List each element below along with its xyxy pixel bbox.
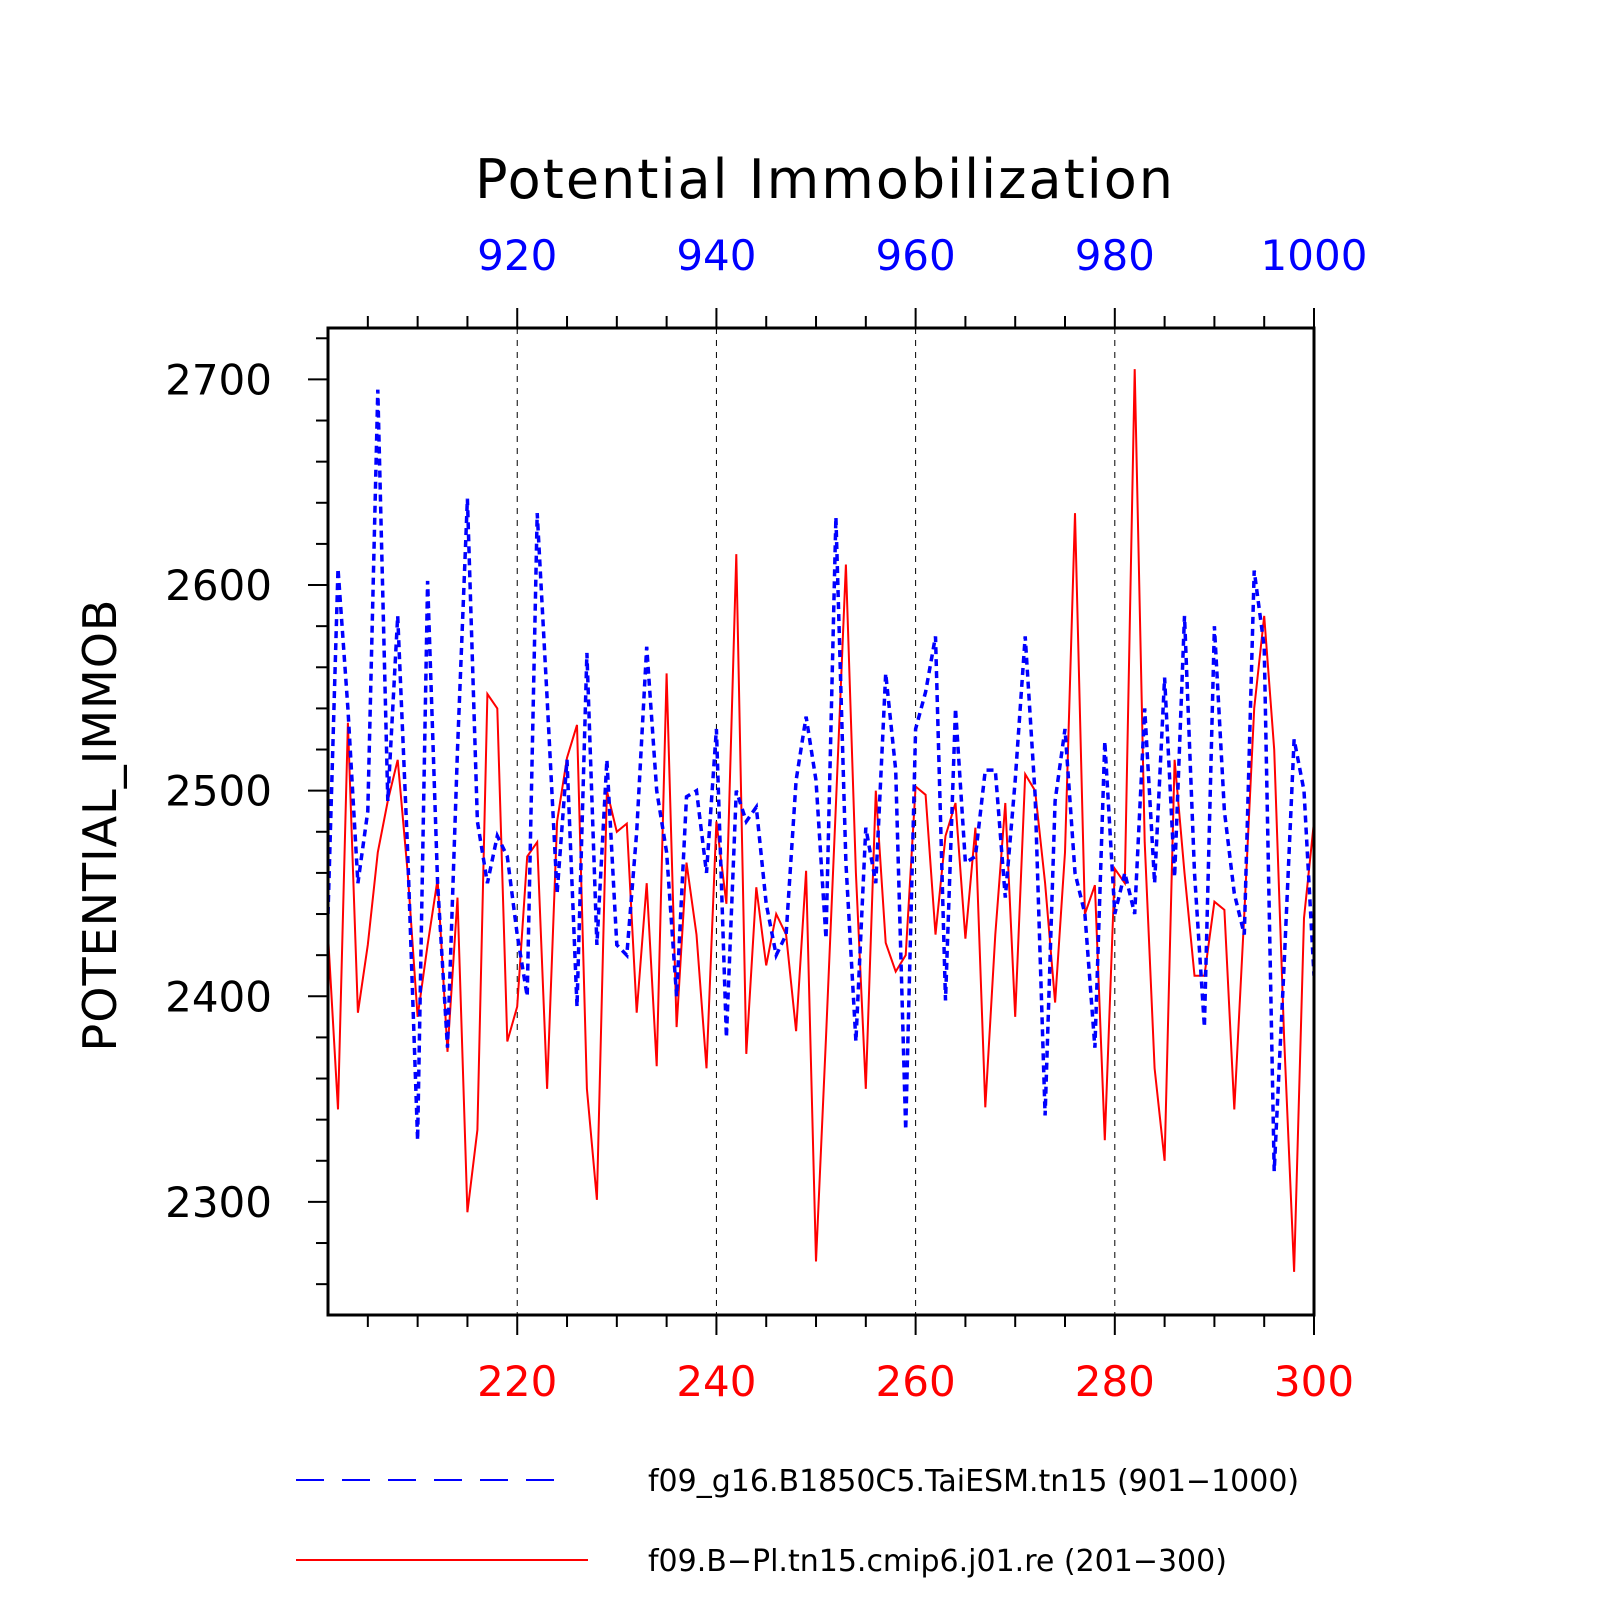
tick-labels: 2300 2400 2500 2600 2700 920 940 960 980 1000 220 2… <box>165 231 1367 1406</box>
x-tick-label-top: 1000 <box>1261 231 1368 280</box>
x-tick-label-top: 980 <box>1075 231 1155 280</box>
y-tick-label: 2400 <box>165 972 272 1021</box>
series-lines <box>328 369 1314 1272</box>
series-line-red <box>328 369 1314 1272</box>
axis-ticks <box>308 308 1315 1335</box>
x-tick-label-bottom: 260 <box>876 1357 956 1406</box>
legend-label-red: f09.B−Pl.tn15.cmip6.j01.re (201−300) <box>648 1544 1227 1579</box>
legend: f09_g16.B1850C5.TaiESM.tn15 (901−1000) f… <box>296 1464 1299 1579</box>
series-line-blue <box>328 389 1314 1172</box>
x-tick-label-top: 940 <box>676 231 756 280</box>
y-tick-label: 2700 <box>165 355 272 404</box>
chart-title: Potential Immobilization <box>475 148 1175 211</box>
x-tick-label-bottom: 300 <box>1274 1357 1354 1406</box>
x-tick-label-bottom: 240 <box>676 1357 756 1406</box>
y-tick-label: 2600 <box>165 561 272 610</box>
x-tick-label-bottom: 220 <box>477 1357 557 1406</box>
y-tick-label: 2500 <box>165 767 272 816</box>
x-tick-label-bottom: 280 <box>1075 1357 1155 1406</box>
x-tick-label-top: 920 <box>477 231 557 280</box>
x-tick-label-top: 960 <box>876 231 956 280</box>
legend-label-blue: f09_g16.B1850C5.TaiESM.tn15 (901−1000) <box>648 1464 1299 1499</box>
plot-frame <box>326 326 1316 1317</box>
y-tick-label: 2300 <box>165 1178 272 1227</box>
y-axis-label: POTENTIAL_IMMOB <box>73 599 127 1052</box>
